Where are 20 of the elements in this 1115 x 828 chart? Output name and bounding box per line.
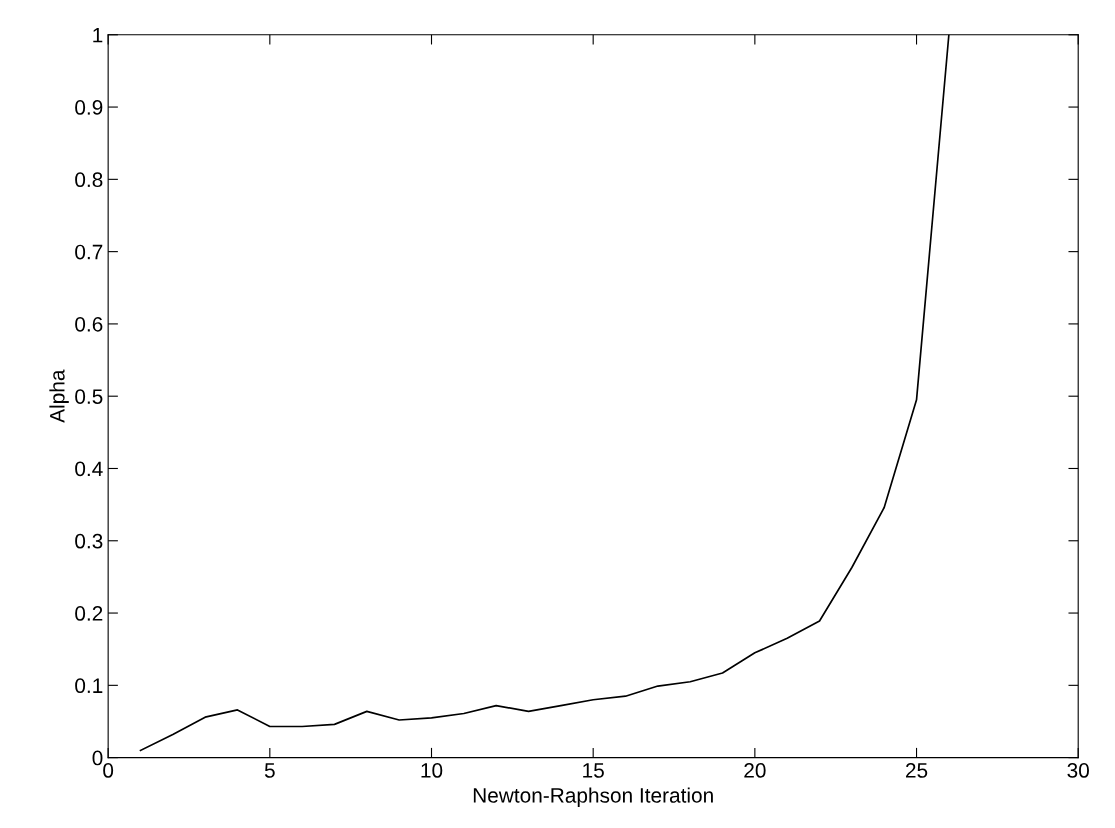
- y-tick-label: 0.7: [75, 244, 103, 260]
- y-tick-label: 0.4: [75, 461, 103, 477]
- y-axis-title: Alpha: [49, 369, 69, 423]
- x-tick-label: 5: [264, 763, 275, 778]
- x-tick-label: 10: [421, 763, 443, 778]
- y-tick-label: 0.6: [75, 316, 103, 332]
- x-tick-label: 15: [583, 763, 604, 778]
- y-tick-label: 0.8: [75, 172, 103, 188]
- y-tick-label: 0.1: [75, 678, 103, 694]
- x-tick-label: 0: [103, 763, 114, 778]
- y-tick-label: 0.2: [75, 606, 103, 621]
- x-tick-label: 25: [905, 763, 928, 778]
- x-axis-title: Newton-Raphson Iteration: [473, 787, 713, 807]
- y-tick-label: 0.9: [75, 100, 103, 115]
- y-tick-label: 0.5: [75, 389, 103, 404]
- y-tick-label: 0: [92, 750, 103, 766]
- x-tick-label: 30: [1067, 763, 1089, 778]
- y-tick-label: 0.3: [75, 533, 103, 549]
- x-tick-label: 20: [744, 763, 766, 778]
- y-tick-label: 1: [93, 27, 103, 43]
